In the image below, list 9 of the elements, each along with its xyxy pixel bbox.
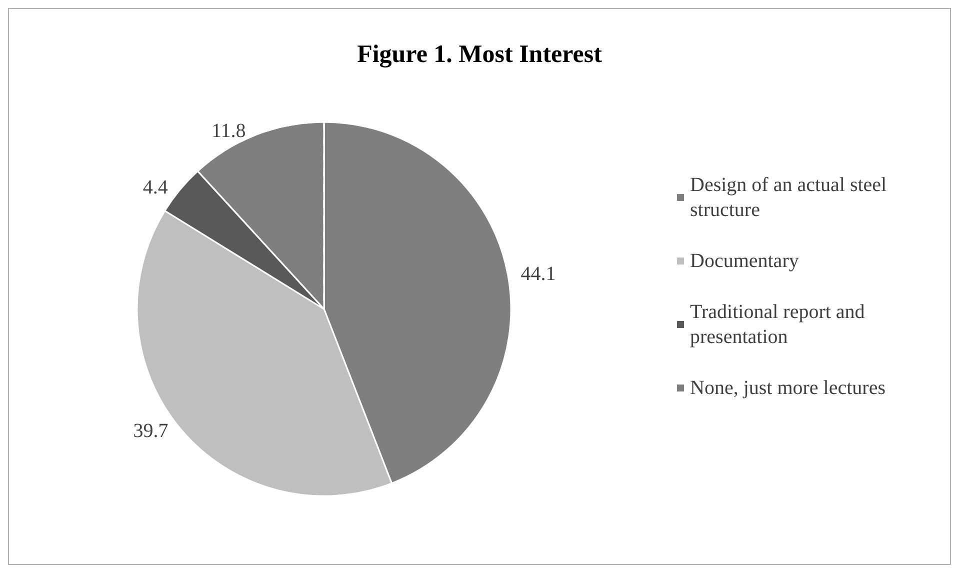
- data-label: 11.8: [212, 120, 246, 142]
- legend-label: Traditional report and presentation: [690, 301, 870, 348]
- legend-label: Design of an actual steel structure: [690, 174, 892, 221]
- legend-label: Documentary: [690, 250, 799, 272]
- data-label: 39.7: [133, 420, 168, 442]
- data-label: 4.4: [142, 176, 168, 198]
- chart-title: Figure 1. Most Interest: [357, 41, 603, 68]
- data-label: 44.1: [520, 262, 556, 285]
- legend-label: None, just more lectures: [690, 377, 886, 399]
